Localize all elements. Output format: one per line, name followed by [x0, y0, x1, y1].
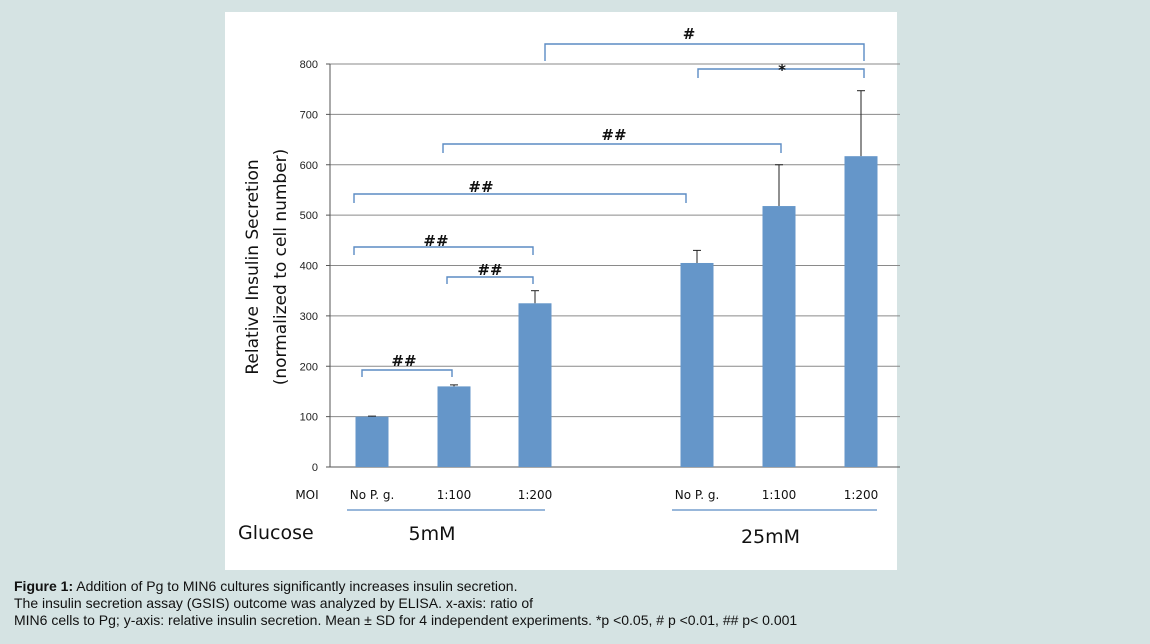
category-label: 1:200: [518, 488, 553, 502]
significance-bracket: [353, 193, 687, 203]
y-axis-sublabel: (normalized to cell number): [271, 149, 291, 386]
category-label: 1:100: [437, 488, 472, 502]
bar: [355, 416, 389, 467]
caption-line-2: The insulin secretion assay (GSIS) outco…: [14, 595, 534, 611]
significance-bracket: [353, 246, 534, 255]
caption-title: Addition of Pg to MIN6 cultures signific…: [73, 578, 518, 594]
x-axis-title: MOI: [295, 488, 318, 502]
significance-label: ##: [477, 261, 502, 279]
group-label: 25mM: [741, 526, 800, 548]
y-tick-label: 400: [300, 261, 318, 273]
significance-label: ##: [468, 178, 493, 196]
category-label: No P. g.: [350, 488, 395, 502]
significance-label: *: [778, 61, 786, 79]
y-axis-label: Relative Insulin Secretion: [243, 159, 263, 374]
bar-chart: 0 100 200 300 400 500 600 700 800 MOI No P. g. 1:10…: [238, 25, 900, 548]
y-tick-label: 800: [300, 59, 318, 71]
caption-label: Figure 1:: [14, 578, 74, 594]
figure-caption: Figure 1: Addition of Pg to MIN6 culture…: [14, 578, 1134, 629]
significance-label: ##: [601, 126, 626, 144]
y-tick-label: 100: [300, 412, 318, 424]
y-tick-label: 600: [300, 160, 318, 172]
bar: [680, 262, 714, 467]
category-label: 1:200: [844, 488, 879, 502]
bar: [518, 303, 552, 467]
bar: [844, 156, 878, 467]
significance-bracket: [446, 276, 534, 284]
significance-bracket: [361, 369, 453, 377]
group-axis-title: Glucose: [238, 522, 314, 544]
caption-line-3: MIN6 cells to Pg; y-axis: relative insul…: [14, 612, 798, 628]
y-tick-label: 200: [300, 361, 318, 373]
group-label: 5mM: [409, 523, 456, 545]
caption-line-1: Figure 1: Addition of Pg to MIN6 culture…: [14, 578, 1134, 595]
significance-bracket: [544, 43, 865, 61]
significance-bracket: [697, 68, 865, 78]
category-label: No P. g.: [675, 488, 720, 502]
y-tick-label: 500: [300, 210, 318, 222]
y-tick-label: 300: [300, 311, 318, 323]
significance-label: #: [683, 25, 696, 43]
significance-bracket: [442, 143, 782, 153]
y-tick-label: 0: [312, 462, 318, 474]
category-label: 1:100: [762, 488, 797, 502]
significance-label: ##: [391, 352, 416, 370]
significance-label: ##: [423, 232, 448, 250]
bar: [437, 386, 471, 467]
bar: [762, 206, 796, 467]
y-tick-label: 700: [300, 109, 318, 121]
